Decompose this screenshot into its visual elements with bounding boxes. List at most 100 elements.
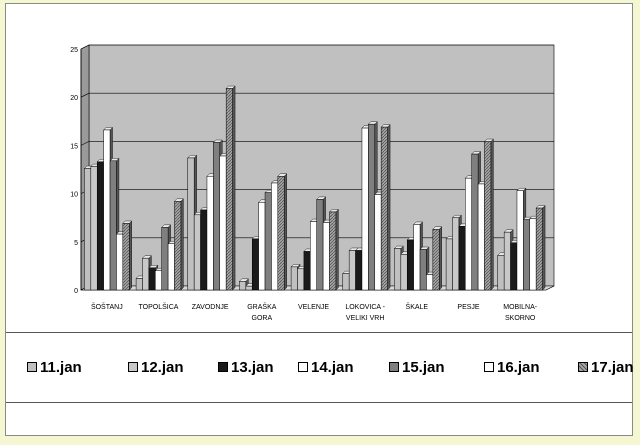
bar-12.jan-VELENJE: [297, 268, 305, 291]
bar-13.jan-TOPOLŠICA: [148, 267, 156, 291]
bar-13.jan-ŠOŠTANJ: [96, 161, 104, 291]
legend-swatch: [128, 362, 138, 372]
x-tick-label: TOPOLŠICA: [139, 302, 179, 311]
bar-16.jan-ŠKALE: [426, 274, 434, 291]
bar-17.jan-GRAŠKA GORA: [277, 175, 285, 291]
legend-swatch: [578, 362, 588, 372]
bar-16.jan-ZAVODNJE: [219, 155, 227, 291]
bar-12.jan-GRAŠKA GORA: [245, 285, 253, 291]
bar-12.jan-ŠKALE: [400, 254, 408, 291]
chart-area: 0 5 10 15 20 25 ŠOŠTANJ TOPOLŠICA ZAVODNJE GRAŠKA…: [6, 4, 632, 333]
bar-15.jan-ŠOŠTANJ: [109, 160, 117, 291]
bar-14.jan-PESJE: [465, 177, 472, 291]
bar-13.jan-PESJE: [458, 226, 466, 291]
bar-17.jan-ZAVODNJE: [225, 88, 233, 291]
legend-item-16.jan: 16.jan: [484, 358, 540, 376]
bottom-strip: [6, 403, 632, 435]
legend-label: 16.jan: [497, 358, 540, 376]
y-tick-label: 25: [70, 47, 78, 54]
y-tick-label: 0: [74, 288, 78, 295]
bar-12.jan-TOPOLŠICA: [142, 257, 150, 291]
bar-17.jan-ŠOŠTANJ: [122, 223, 130, 291]
bar-13.jan-MOBILNA-SKORNO: [510, 242, 518, 291]
bar-13.jan-GRAŠKA GORA: [251, 238, 259, 291]
bar-14.jan-MOBILNA-SKORNO: [516, 190, 524, 291]
bar-15.jan-ŠKALE: [419, 249, 427, 291]
bar-16.jan-VELENJE: [322, 222, 330, 291]
bar-15.jan-VELENJE: [316, 199, 324, 291]
bar-16.jan-ŠOŠTANJ: [116, 233, 124, 291]
legend-item-12.jan: 12.jan: [128, 358, 184, 376]
bar-13.jan-LOKOVICA - VELIKI VRH: [355, 250, 363, 291]
legend-label: 17.jan: [591, 358, 634, 376]
bar-side: [335, 208, 339, 291]
bar-14.jan-LOKOVICA - VELIKI VRH: [361, 127, 369, 291]
legend-item-15.jan: 15.jan: [389, 359, 445, 376]
x-tick-label: LOKOVICA -: [345, 304, 385, 311]
bar-12.jan-ZAVODNJE: [193, 214, 201, 291]
bar-11.jan-LOKOVICA - VELIKI VRH: [342, 273, 350, 291]
gridline-side: [80, 44, 90, 50]
bar-14.jan-GRAŠKA GORA: [258, 202, 266, 291]
bar-15.jan-PESJE: [471, 153, 479, 291]
legend-swatch: [389, 362, 399, 372]
chart-frame: 0 5 10 15 20 25 ŠOŠTANJ TOPOLŠICA ZAVODNJE GRAŠKA…: [5, 3, 634, 436]
legend-label: 14.jan: [311, 358, 354, 376]
bar-15.jan-GRAŠKA GORA: [264, 192, 272, 291]
bar-11.jan-ZAVODNJE: [187, 157, 195, 291]
bar-17.jan-ŠKALE: [432, 229, 440, 291]
x-tick-label: ŠOŠTANJ: [91, 302, 123, 311]
bar-side: [129, 220, 132, 291]
x-tick-label: ZAVODNJE: [192, 304, 229, 311]
bar-14.jan-TOPOLŠICA: [155, 270, 162, 291]
x-tick-label: GORA: [252, 315, 273, 322]
bar-side: [284, 173, 287, 291]
bar-13.jan-ŠKALE: [406, 239, 414, 291]
bar-14.jan-ZAVODNJE: [206, 175, 214, 291]
bar-17.jan-TOPOLŠICA: [174, 201, 182, 291]
bar-17.jan-LOKOVICA - VELIKI VRH: [380, 126, 388, 291]
x-tick-label: SKORNO: [505, 315, 536, 322]
legend-item-13.jan: 13.jan: [218, 358, 274, 376]
bar-side: [439, 226, 442, 291]
legend-label: 11.jan: [40, 358, 82, 376]
legend-swatch: [27, 362, 37, 372]
bar-12.jan-ŠOŠTANJ: [90, 166, 98, 291]
bar-14.jan-VELENJE: [310, 221, 317, 291]
gridline-side: [80, 141, 90, 146]
bar-side: [180, 198, 184, 291]
x-tick-label: PESJE: [457, 304, 480, 311]
bar-side: [387, 124, 391, 291]
bar-13.jan-VELENJE: [303, 251, 311, 291]
bar-16.jan-GRAŠKA GORA: [271, 182, 279, 291]
bar-16.jan-MOBILNA-SKORNO: [529, 218, 537, 291]
bar-13.jan-ZAVODNJE: [200, 209, 208, 291]
y-tick-label: 5: [74, 240, 78, 247]
bar-14.jan-ŠKALE: [413, 224, 421, 291]
legend-item-14.jan: 14.jan: [298, 358, 354, 376]
bar-17.jan-VELENJE: [329, 211, 337, 291]
x-tick-label: VELENJE: [298, 304, 329, 311]
bar-side: [542, 205, 546, 291]
x-tick-label: ŠKALE: [406, 302, 429, 311]
y-tick-label: 20: [70, 95, 78, 102]
gridline-side: [80, 92, 90, 98]
x-tick-label: MOBILNA-: [503, 304, 538, 311]
bar-chart: 0 5 10 15 20 25 ŠOŠTANJ TOPOLŠICA ZAVODNJE GRAŠKA…: [70, 44, 555, 322]
bar-side: [490, 138, 494, 291]
bar-17.jan-PESJE: [484, 141, 492, 291]
bar-15.jan-ZAVODNJE: [213, 142, 221, 291]
legend-label: 12.jan: [141, 358, 184, 376]
bar-17.jan-MOBILNA-SKORNO: [535, 207, 543, 291]
bar-11.jan-TOPOLŠICA: [135, 278, 143, 291]
bar-side: [232, 85, 236, 291]
legend: 11.jan 12.jan 13.jan 14.jan 15.jan 16.jan 17.j…: [6, 333, 634, 403]
bar-11.jan-ŠOŠTANJ: [84, 168, 92, 291]
bar-15.jan-MOBILNA-SKORNO: [523, 219, 531, 291]
legend-swatch: [484, 362, 494, 372]
legend-label: 13.jan: [231, 358, 274, 376]
bar-16.jan-LOKOVICA - VELIKI VRH: [374, 194, 382, 291]
bar-11.jan-PESJE: [445, 238, 453, 291]
bar-16.jan-TOPOLŠICA: [167, 243, 175, 291]
y-tick-label: 10: [70, 192, 78, 199]
